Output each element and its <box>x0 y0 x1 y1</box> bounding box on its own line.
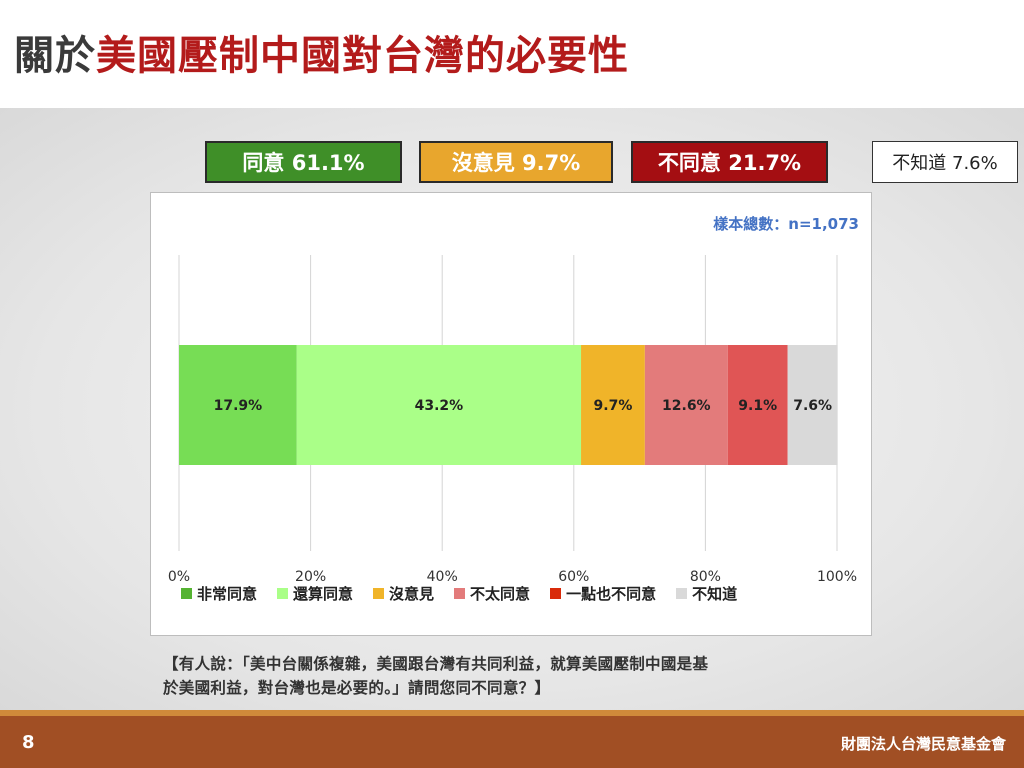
legend-swatch <box>181 588 192 599</box>
title-highlight: 美國壓制中國對台灣的必要性 <box>96 33 629 79</box>
legend-item: 還算同意 <box>277 583 353 604</box>
legend-swatch <box>676 588 688 599</box>
legend-label: 不知道 <box>692 585 738 603</box>
legend-item: 一點也不同意 <box>550 583 656 604</box>
chart-legend: 非常同意 還算同意 沒意見 不太同意 一點也不同意 不知道 <box>181 583 737 604</box>
question-line-2: 於美國利益，對台灣也是必要的。」請問您同不同意？】 <box>163 679 551 697</box>
data-label: 12.6% <box>662 398 711 414</box>
legend-label: 一點也不同意 <box>566 585 657 603</box>
legend-swatch <box>373 588 385 599</box>
summary-agree: 同意 61.1% <box>205 141 402 183</box>
legend-item: 不知道 <box>676 583 737 604</box>
summary-dont-know: 不知道 7.6% <box>872 141 1018 183</box>
x-tick-label: 0% <box>168 569 190 585</box>
summary-neutral: 沒意見 9.7% <box>419 141 613 183</box>
legend-label: 不太同意 <box>470 585 531 603</box>
data-label: 7.6% <box>793 398 832 414</box>
legend-item: 非常同意 <box>181 583 257 604</box>
legend-item: 不太同意 <box>454 583 530 604</box>
data-label: 43.2% <box>415 398 464 414</box>
bar-segment <box>644 345 728 465</box>
legend-label: 還算同意 <box>293 585 354 603</box>
data-label: 17.9% <box>214 398 263 414</box>
legend-swatch <box>454 588 466 599</box>
x-tick-label: 40% <box>427 569 458 585</box>
survey-question: 【有人說：「美中台關係複雜，美國跟台灣有共同利益，就算美國壓制中國是基 於美國利… <box>163 652 863 700</box>
summary-disagree: 不同意 21.7% <box>631 141 828 183</box>
data-label: 9.1% <box>738 398 777 414</box>
x-tick-label: 20% <box>295 569 326 585</box>
x-tick-label: 100% <box>817 569 857 585</box>
legend-swatch <box>277 588 289 599</box>
x-tick-label: 60% <box>558 569 589 585</box>
slide-title: 關於美國壓制中國對台灣的必要性 <box>14 28 629 84</box>
legend-item: 沒意見 <box>373 583 434 604</box>
data-label: 9.7% <box>594 398 633 414</box>
title-area: 關於美國壓制中國對台灣的必要性 <box>0 0 1024 108</box>
page-number: 8 <box>22 732 35 753</box>
question-line-1: 【有人說：「美中台關係複雜，美國跟台灣有共同利益，就算美國壓制中國是基 <box>163 655 709 673</box>
bar-segment <box>581 345 645 465</box>
chart-panel: 樣本總數：n=1,073 0% 20% 40% 60% 80% 100% 17.9% 43.2… <box>150 192 872 636</box>
bar-segment <box>296 345 582 465</box>
bar-segment <box>179 345 297 465</box>
organization-name: 財團法人台灣民意基金會 <box>840 735 1006 753</box>
legend-label: 沒意見 <box>389 585 435 603</box>
legend-label: 非常同意 <box>197 585 258 603</box>
bar-segment <box>727 345 788 465</box>
footer: 8 財團法人台灣民意基金會 <box>0 716 1024 768</box>
stacked-bar-chart: 0% 20% 40% 60% 80% 100% 17.9% 43.2% 9.7% 12.6% 9.1… <box>168 255 857 585</box>
title-prefix: 關於 <box>14 33 96 79</box>
bar-segment <box>787 345 838 465</box>
sample-size: 樣本總數：n=1,073 <box>713 215 859 233</box>
x-tick-label: 80% <box>690 569 721 585</box>
footer-stripe <box>0 710 1024 716</box>
legend-swatch <box>550 588 562 599</box>
